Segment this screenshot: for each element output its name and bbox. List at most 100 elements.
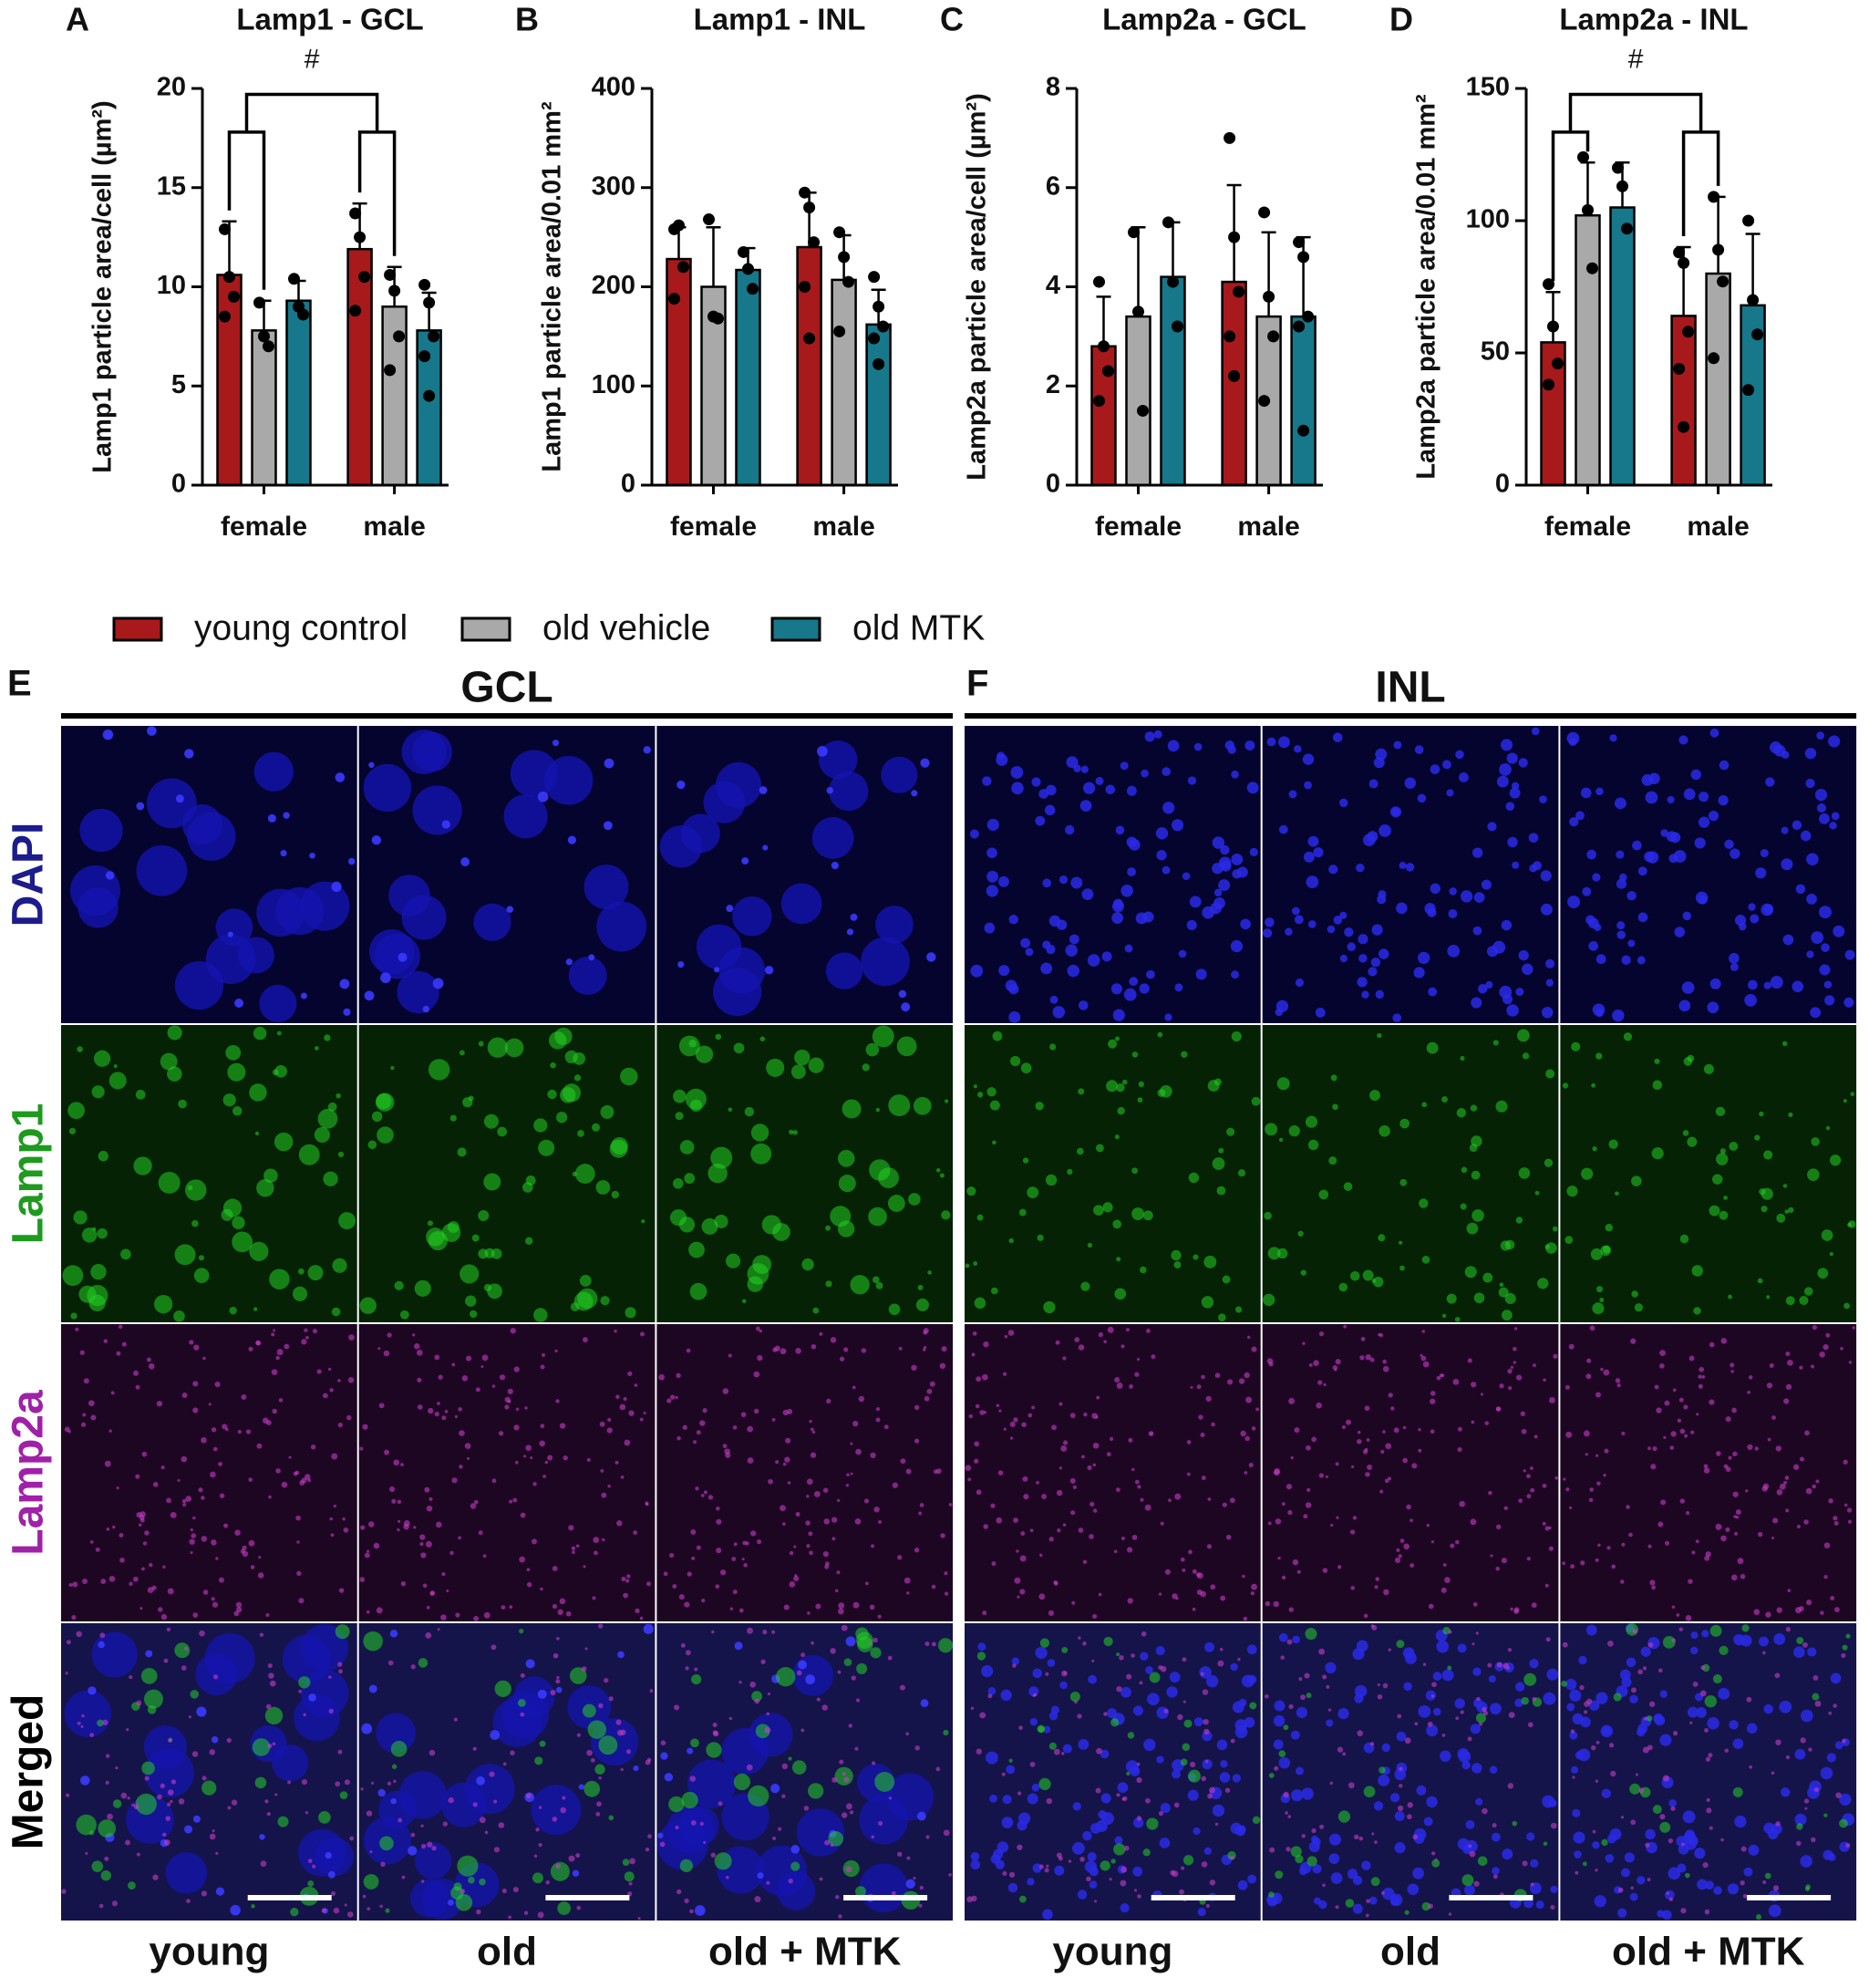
lamp2a-signal bbox=[65, 1672, 68, 1675]
nucleus bbox=[1088, 1674, 1098, 1684]
lamp2a-signal bbox=[327, 1367, 332, 1372]
lamp2a-signal bbox=[1544, 1526, 1550, 1531]
lamp2a-signal bbox=[1810, 1364, 1815, 1369]
lysosome-signal bbox=[1027, 1186, 1039, 1199]
lamp2a-signal bbox=[1371, 1832, 1375, 1836]
lamp2a-signal bbox=[1078, 1636, 1081, 1640]
nucleus bbox=[1491, 1832, 1501, 1842]
lamp2a-signal bbox=[1668, 1838, 1674, 1844]
lamp2a-signal bbox=[190, 1527, 193, 1532]
lamp2a-signal bbox=[1747, 1390, 1750, 1394]
nucleolus bbox=[490, 1730, 501, 1740]
lamp2a-signal bbox=[453, 1717, 458, 1722]
lamp2a-signal bbox=[811, 1430, 816, 1434]
lamp2a-signal bbox=[504, 1404, 510, 1410]
data-point bbox=[358, 271, 371, 284]
lamp2a-signal bbox=[600, 1469, 604, 1473]
lamp2a-signal bbox=[127, 1796, 130, 1800]
lysosome-signal bbox=[497, 1126, 508, 1137]
lamp2a-signal bbox=[620, 1767, 624, 1772]
lamp2a-signal bbox=[782, 1462, 787, 1466]
nucleus bbox=[1246, 782, 1259, 794]
lamp2a-signal bbox=[1679, 1498, 1685, 1504]
lamp2a-signal bbox=[593, 1537, 600, 1544]
lamp2a-signal bbox=[757, 1354, 763, 1362]
lamp2a-signal bbox=[788, 1878, 793, 1884]
lamp2a-signal bbox=[824, 1561, 830, 1567]
lamp2a-signal bbox=[1251, 1346, 1257, 1352]
lamp2a-signal bbox=[458, 1536, 461, 1540]
lamp2a-signal bbox=[976, 1376, 982, 1382]
lamp2a-signal bbox=[789, 1550, 794, 1556]
lamp2a-signal bbox=[645, 1847, 650, 1852]
lysosome-signal bbox=[253, 1307, 258, 1311]
nucleus bbox=[1216, 1739, 1228, 1751]
lamp2a-signal bbox=[565, 1610, 572, 1617]
lamp2a-signal bbox=[90, 1414, 97, 1421]
nucleus bbox=[1829, 822, 1837, 830]
lamp2a-signal bbox=[513, 1424, 520, 1431]
nucleus bbox=[1473, 892, 1485, 904]
lysosome-signal bbox=[557, 1901, 571, 1915]
lamp2a-signal bbox=[690, 1820, 697, 1826]
lysosome-signal bbox=[314, 1046, 319, 1051]
lysosome-signal bbox=[1843, 1302, 1850, 1310]
nucleus bbox=[1290, 1730, 1300, 1740]
nucleus bbox=[1511, 782, 1520, 790]
nucleolus bbox=[368, 1684, 377, 1693]
lamp2a-signal bbox=[1062, 1440, 1069, 1445]
lysosome-signal bbox=[1102, 1202, 1113, 1213]
lamp2a-signal bbox=[888, 1796, 893, 1800]
lamp2a-signal bbox=[571, 1546, 576, 1551]
lysosome-signal bbox=[1112, 1219, 1122, 1229]
nucleus bbox=[1008, 1010, 1021, 1023]
lamp2a-signal bbox=[1487, 1662, 1492, 1668]
lamp2a-signal bbox=[623, 1396, 627, 1402]
nucleus bbox=[1506, 1004, 1519, 1017]
lamp2a-signal bbox=[686, 1348, 691, 1353]
nucleolus bbox=[448, 1899, 454, 1906]
data-point bbox=[1224, 330, 1236, 343]
lysosome-signal bbox=[1785, 1296, 1795, 1306]
lamp2a-signal bbox=[696, 1430, 701, 1435]
lamp2a-signal bbox=[1366, 1913, 1369, 1918]
lamp2a-signal bbox=[716, 1518, 722, 1525]
nucleolus bbox=[694, 1905, 706, 1916]
nucleus bbox=[1572, 1808, 1581, 1817]
lysosome-signal bbox=[332, 1258, 347, 1273]
lamp2a-signal bbox=[1562, 1641, 1568, 1648]
nucleus bbox=[1770, 976, 1783, 989]
lamp2a-signal bbox=[871, 1544, 874, 1548]
lamp2a-signal bbox=[209, 1833, 216, 1840]
bar bbox=[1125, 315, 1151, 487]
lamp2a-signal bbox=[344, 1779, 350, 1786]
nucleolus bbox=[380, 972, 391, 984]
lamp2a-signal bbox=[845, 1803, 852, 1810]
lamp2a-signal bbox=[1079, 1857, 1085, 1862]
lamp2a-signal bbox=[754, 1698, 760, 1704]
lamp2a-signal bbox=[1595, 1779, 1599, 1783]
lamp2a-signal bbox=[924, 1395, 930, 1402]
lamp2a-signal bbox=[1586, 1358, 1592, 1363]
lysosome-signal bbox=[1371, 1279, 1377, 1283]
lamp2a-signal bbox=[367, 1549, 370, 1553]
nucleolus bbox=[734, 1641, 743, 1651]
lysosome-signal bbox=[1466, 1222, 1479, 1235]
lysosome-signal bbox=[668, 1796, 685, 1813]
nucleus bbox=[1810, 1007, 1822, 1019]
lysosome-signal bbox=[469, 1310, 478, 1319]
lysosome-signal bbox=[714, 1852, 732, 1870]
lamp2a-signal bbox=[1058, 1402, 1063, 1406]
lamp2a-signal bbox=[1190, 1761, 1196, 1768]
lamp2a-signal bbox=[1588, 1497, 1594, 1503]
lysosome-signal bbox=[428, 1059, 450, 1081]
lamp2a-signal bbox=[103, 1339, 108, 1343]
lamp2a-signal bbox=[483, 1611, 490, 1619]
lysosome-signal bbox=[143, 1689, 163, 1709]
lamp2a-signal bbox=[996, 1517, 1003, 1524]
lamp2a-signal bbox=[873, 1507, 880, 1513]
y-tick-label: 0 bbox=[1495, 470, 1510, 499]
lamp2a-signal bbox=[116, 1486, 119, 1490]
lysosome-signal bbox=[888, 1303, 901, 1316]
nucleus bbox=[1472, 1667, 1482, 1676]
